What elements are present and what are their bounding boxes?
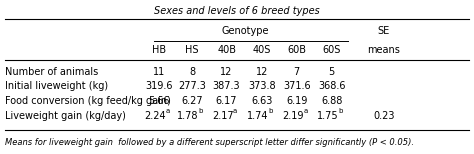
Text: 6.27: 6.27 bbox=[181, 96, 203, 106]
Text: 60S: 60S bbox=[323, 45, 341, 55]
Text: Sexes and levels of 6 breed types: Sexes and levels of 6 breed types bbox=[154, 6, 320, 16]
Text: Initial liveweight (kg): Initial liveweight (kg) bbox=[5, 81, 108, 91]
Text: 6.19: 6.19 bbox=[286, 96, 308, 106]
Text: 5: 5 bbox=[328, 67, 335, 77]
Text: 368.6: 368.6 bbox=[318, 81, 346, 91]
Text: 2.17: 2.17 bbox=[212, 111, 234, 121]
Text: b: b bbox=[338, 108, 343, 114]
Text: 387.3: 387.3 bbox=[213, 81, 240, 91]
Text: Food conversion (kg feed/kg gain): Food conversion (kg feed/kg gain) bbox=[5, 96, 171, 106]
Text: 0.23: 0.23 bbox=[373, 111, 395, 121]
Text: SE: SE bbox=[378, 26, 390, 36]
Text: 40B: 40B bbox=[217, 45, 236, 55]
Text: 6.17: 6.17 bbox=[216, 96, 237, 106]
Text: a: a bbox=[303, 108, 307, 114]
Text: Liveweight gain (kg/day): Liveweight gain (kg/day) bbox=[5, 111, 126, 121]
Text: 1.75: 1.75 bbox=[317, 111, 339, 121]
Text: 40S: 40S bbox=[253, 45, 271, 55]
Text: Genotype: Genotype bbox=[221, 26, 269, 36]
Text: a: a bbox=[233, 108, 237, 114]
Text: 6.63: 6.63 bbox=[251, 96, 273, 106]
Text: 2.24: 2.24 bbox=[144, 111, 166, 121]
Text: Means for liveweight gain  followed by a different superscript letter differ sig: Means for liveweight gain followed by a … bbox=[5, 138, 414, 147]
Text: 8: 8 bbox=[189, 67, 195, 77]
Text: 60B: 60B bbox=[287, 45, 306, 55]
Text: 319.6: 319.6 bbox=[145, 81, 173, 91]
Text: a: a bbox=[165, 108, 169, 114]
Text: 371.6: 371.6 bbox=[283, 81, 310, 91]
Text: 373.8: 373.8 bbox=[248, 81, 275, 91]
Text: 277.3: 277.3 bbox=[178, 81, 206, 91]
Text: 5.66: 5.66 bbox=[148, 96, 170, 106]
Text: b: b bbox=[198, 108, 203, 114]
Text: 6.88: 6.88 bbox=[321, 96, 343, 106]
Text: means: means bbox=[367, 45, 401, 55]
Text: HS: HS bbox=[185, 45, 199, 55]
Text: 7: 7 bbox=[293, 67, 300, 77]
Text: HB: HB bbox=[152, 45, 166, 55]
Text: 12: 12 bbox=[220, 67, 233, 77]
Text: 11: 11 bbox=[153, 67, 165, 77]
Text: 1.78: 1.78 bbox=[177, 111, 199, 121]
Text: 1.74: 1.74 bbox=[247, 111, 269, 121]
Text: 2.19: 2.19 bbox=[282, 111, 304, 121]
Text: Number of animals: Number of animals bbox=[5, 67, 98, 77]
Text: b: b bbox=[268, 108, 273, 114]
Text: 12: 12 bbox=[255, 67, 268, 77]
